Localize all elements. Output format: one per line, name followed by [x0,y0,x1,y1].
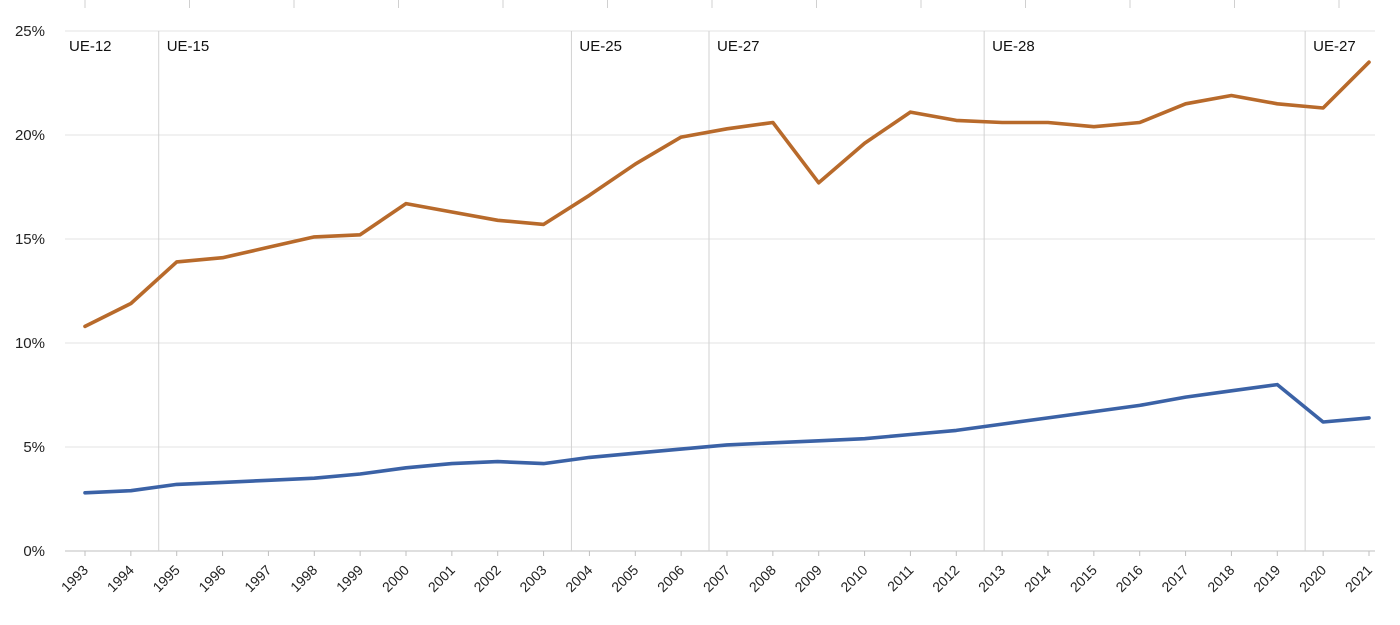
y-tick-label: 5% [23,439,45,456]
series-line-1 [83,60,1371,329]
x-tick-label: 2010 [837,562,870,595]
x-tick-label: 2008 [746,562,779,595]
gridlines [65,0,1375,552]
x-tick-label: 2006 [654,562,687,595]
x-tick-label: 1994 [104,562,137,595]
period-dividers [158,31,1306,551]
x-tick-label: 2015 [1067,562,1100,595]
x-tick-label: 2012 [929,562,962,595]
x-tick-label: 2002 [470,562,503,595]
y-tick-label: 20% [15,127,45,144]
x-tick-label: 1993 [58,562,91,595]
y-tick-label: 15% [15,231,45,248]
x-tick-label: 2016 [1112,562,1145,595]
period-annotation: UE-27 [1313,38,1356,55]
x-tick-label: 2011 [884,562,917,595]
period-annotation: UE-28 [992,38,1035,55]
x-tick-label: 2005 [608,562,641,595]
x-tick-label: 2004 [562,562,595,595]
x-tick-label: 1998 [287,562,320,595]
x-tick-label: 2018 [1204,562,1237,595]
x-tick-label: 2017 [1158,562,1191,595]
y-axis-ticks: 0% 5% 10% 15% 20% 25% [15,23,45,560]
y-tick-label: 0% [23,543,45,560]
x-tick-label: 2000 [379,562,412,595]
period-annotation: UE-15 [167,38,210,55]
x-tick-label: 2007 [700,562,733,595]
x-tick-label: 1996 [195,562,228,595]
x-tick-label: 2014 [1021,562,1054,595]
y-tick-label: 10% [15,335,45,352]
y-tick-label: 25% [15,23,45,40]
period-annotation: UE-27 [717,38,760,55]
x-tick-label: 2001 [425,562,458,595]
x-tick-label: 2003 [516,562,549,595]
x-tick-label: 2020 [1296,562,1329,595]
series-lines [83,60,1371,495]
period-annotation: UE-12 [69,38,112,55]
x-tick-label: 2021 [1342,562,1375,595]
x-tick-label: 2009 [791,562,824,595]
period-annotations: UE-12 UE-15 UE-25 UE-27 UE-28 UE-27 [69,38,1356,55]
series-line-2 [83,382,1371,495]
x-tick-label: 1995 [149,562,182,595]
x-axis-ticks: 1993 1994 1995 1996 1997 1998 1999 2000 2001 2002… [58,551,1375,595]
x-tick-label: 2013 [975,562,1008,595]
period-annotation: UE-25 [579,38,622,55]
x-tick-label: 1997 [241,562,274,595]
x-tick-label: 2019 [1250,562,1283,595]
x-tick-label: 1999 [333,562,366,595]
